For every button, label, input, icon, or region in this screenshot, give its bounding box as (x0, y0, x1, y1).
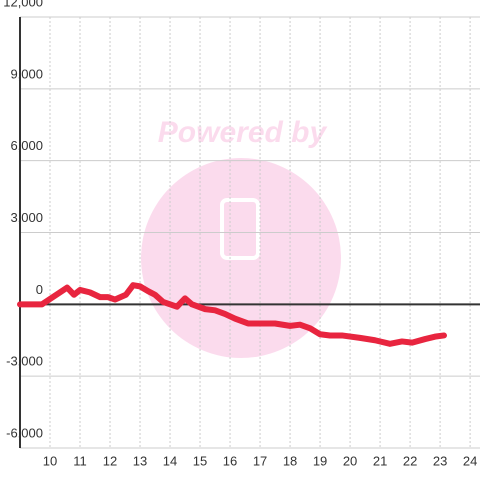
watermark: Powered by (141, 116, 341, 358)
x-tick-label: 17 (253, 453, 267, 468)
x-tick-label: 13 (133, 453, 147, 468)
x-tick-label: 24 (463, 453, 477, 468)
x-tick-label: 10 (43, 453, 57, 468)
y-tick-label: 6,000 (10, 138, 43, 153)
y-tick-label: 0 (36, 282, 43, 297)
y-tick-label: 9,000 (10, 66, 43, 81)
x-tick-label: 18 (283, 453, 297, 468)
x-tick-label: 22 (403, 453, 417, 468)
x-tick-label: 19 (313, 453, 327, 468)
watermark-text: Powered by (158, 116, 328, 149)
x-tick-label: 20 (343, 453, 357, 468)
data-line (17, 282, 447, 347)
x-tick-label: 14 (163, 453, 177, 468)
x-tick-label: 11 (73, 453, 87, 468)
y-tick-label: -3,000 (6, 354, 43, 369)
y-tick-label: 12,000 (3, 0, 43, 9)
x-tick-label: 21 (373, 453, 387, 468)
x-tick-label: 12 (103, 453, 117, 468)
watermark-icon (220, 198, 260, 260)
y-tick-label: -6,000 (6, 425, 43, 440)
x-tick-label: 16 (223, 453, 237, 468)
x-tick-label: 23 (433, 453, 447, 468)
x-tick-label: 15 (193, 453, 207, 468)
y-tick-label: 3,000 (10, 210, 43, 225)
